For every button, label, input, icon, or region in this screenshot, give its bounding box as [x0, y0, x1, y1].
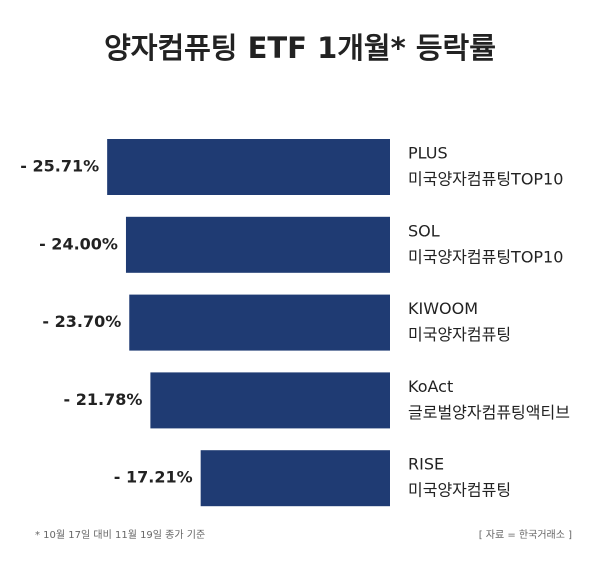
- footnote: * 10월 17일 대비 11월 19일 종가 기준: [35, 529, 205, 541]
- category-label: PLUS: [408, 144, 448, 163]
- value-label: - 24.00%: [39, 234, 118, 253]
- category-label: 미국양자컴퓨팅: [408, 325, 511, 344]
- value-label: - 17.21%: [114, 468, 193, 487]
- bar: [129, 294, 390, 351]
- category-label: KoAct: [408, 377, 453, 396]
- source: [ 자료 = 한국거래소 ]: [479, 529, 572, 541]
- category-label: KIWOOM: [408, 299, 478, 318]
- bar: [150, 372, 390, 429]
- value-label: - 21.78%: [64, 390, 143, 409]
- value-label: - 25.71%: [20, 157, 99, 176]
- category-label: 글로벌양자컴퓨팅액티브: [408, 403, 570, 422]
- category-label: 미국양자컴퓨팅TOP10: [408, 170, 563, 189]
- category-label: 미국양자컴퓨팅TOP10: [408, 247, 563, 266]
- category-label: SOL: [408, 221, 440, 240]
- value-label: - 23.70%: [42, 312, 121, 331]
- bar: [200, 450, 390, 507]
- chart-title: 양자컴퓨팅 ETF 1개월* 등락률: [104, 31, 496, 65]
- category-label: RISE: [408, 455, 444, 474]
- bar: [107, 139, 390, 195]
- bar: [125, 216, 390, 273]
- category-label: 미국양자컴퓨팅: [408, 481, 511, 500]
